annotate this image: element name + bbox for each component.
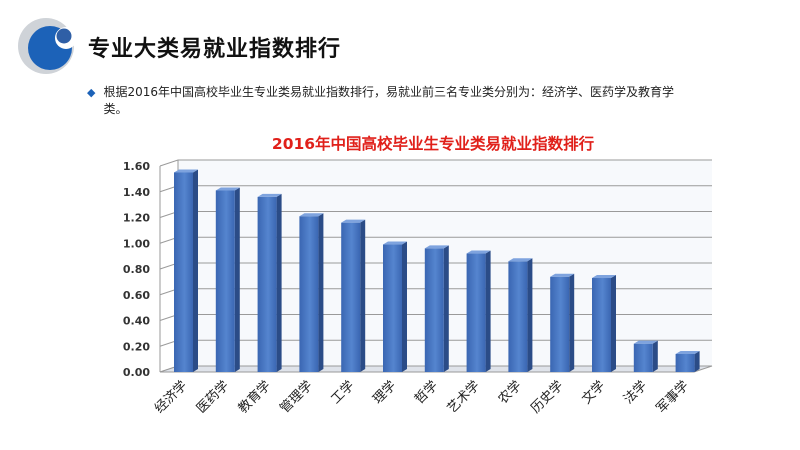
bullet-text: 根据2016年中国高校毕业生专业类易就业指数排行，易就业前三名专业类分别为：经济…: [103, 85, 675, 116]
bar-side: [694, 350, 700, 372]
y-tick-label: 1.00: [123, 237, 150, 250]
bar-front: [550, 276, 570, 372]
x-tick-label: 艺术学: [444, 378, 483, 417]
bar-front: [257, 196, 277, 372]
x-tick-label: 管理学: [277, 378, 316, 417]
bar-top: [215, 187, 240, 191]
bar-side: [569, 273, 575, 372]
bar: [341, 219, 366, 372]
bar-front: [508, 261, 528, 372]
bar-top: [424, 245, 449, 249]
bar-side: [276, 193, 282, 372]
bar-front: [592, 278, 611, 372]
bar-top: [550, 273, 575, 277]
page-title: 专业大类易就业指数排行: [88, 37, 342, 62]
x-tick-label: 文学: [579, 378, 609, 408]
bar: [299, 213, 324, 372]
x-tick-label: 工学: [328, 378, 358, 408]
bar-top: [633, 340, 658, 344]
chart-title: 2016年中国高校毕业生专业类易就业指数排行: [272, 134, 595, 153]
bar-side: [527, 258, 533, 372]
bar-top: [508, 258, 533, 262]
diamond-bullet-icon: ◆: [87, 86, 96, 99]
x-tick-label: 历史学: [528, 378, 567, 417]
bar-side: [443, 245, 449, 372]
y-tick-label: 0.20: [123, 340, 150, 353]
x-tick-label: 经济学: [151, 378, 190, 417]
y-tick-label: 0.80: [123, 263, 150, 276]
bar: [675, 350, 700, 372]
y-tick-label: 0.40: [123, 315, 150, 328]
bar-top: [299, 213, 324, 217]
bar-top: [383, 241, 407, 245]
bar-side: [234, 187, 240, 372]
x-tick-label: 法学: [620, 378, 650, 408]
bar-front: [299, 216, 319, 372]
bar-top: [466, 250, 491, 254]
y-tick-label: 1.20: [123, 212, 150, 225]
bar-front: [215, 190, 235, 372]
bar: [508, 258, 533, 372]
bar: [424, 245, 449, 372]
bar-top: [341, 219, 366, 223]
bar-side: [485, 250, 491, 372]
x-tick-label: 教育学: [235, 378, 274, 417]
bar-side: [611, 275, 616, 372]
bar-front: [174, 172, 193, 372]
bar-top: [257, 193, 282, 197]
x-tick-label: 哲学: [411, 378, 441, 408]
x-tick-label: 军事学: [653, 378, 692, 417]
x-tick-label: 农学: [495, 378, 525, 408]
bar-front: [383, 244, 402, 372]
y-tick-label: 1.60: [123, 160, 150, 173]
bar-top: [174, 169, 198, 173]
bar: [466, 250, 491, 372]
bar: [592, 275, 616, 372]
bar-side: [652, 340, 658, 372]
x-tick-label: 理学: [370, 378, 400, 408]
bar-front: [633, 343, 653, 372]
y-tick-label: 1.40: [123, 186, 150, 199]
bar-side: [402, 241, 407, 372]
bar-front: [341, 222, 361, 372]
bar: [174, 169, 198, 372]
bar-side: [193, 169, 198, 372]
bar: [383, 241, 407, 372]
y-tick-label: 0.00: [123, 366, 150, 379]
bar-side: [360, 219, 366, 372]
bar-top: [592, 275, 616, 279]
bar: [257, 193, 282, 372]
bar-front: [424, 248, 444, 372]
bullet-item: ◆ 根据2016年中国高校毕业生专业类易就业指数排行，易就业前三名专业类分别为：…: [87, 84, 687, 118]
x-tick-label: 医药学: [193, 378, 232, 417]
bar-side: [318, 213, 324, 372]
bar-front: [466, 253, 486, 372]
y-tick-label: 0.60: [123, 289, 150, 302]
bar: [215, 187, 240, 372]
bar-front: [675, 353, 695, 372]
bar: [550, 273, 575, 372]
logo-icon: [18, 18, 77, 74]
bar: [633, 340, 658, 372]
bar-top: [675, 350, 700, 354]
